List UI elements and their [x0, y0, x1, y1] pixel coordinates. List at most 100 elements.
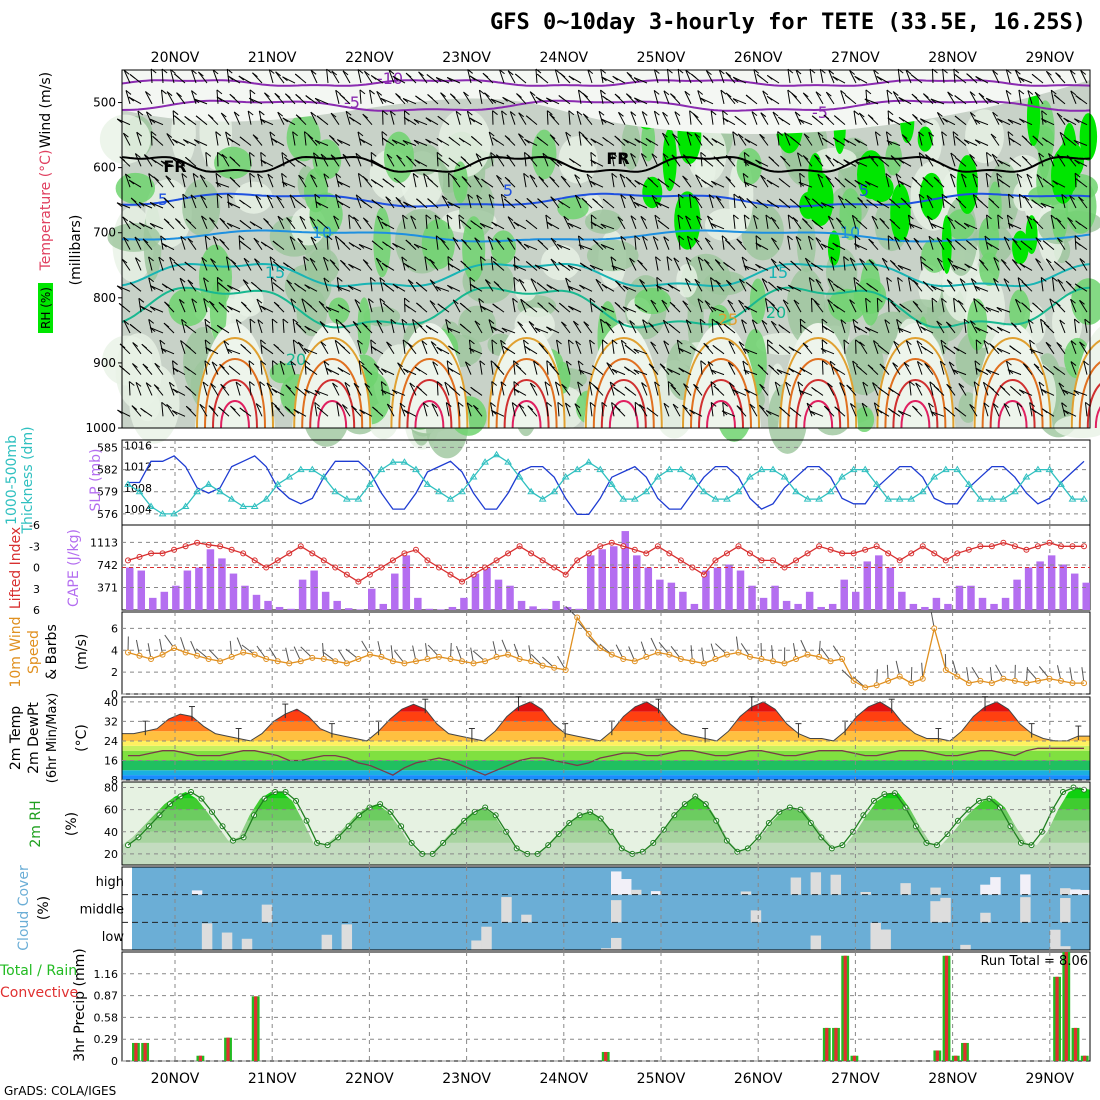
wind-barb	[865, 89, 872, 95]
rh-cell	[115, 172, 156, 204]
wind-barb	[149, 306, 164, 313]
wind-barb	[395, 196, 402, 202]
wind-barb	[727, 362, 736, 375]
wind-barb	[577, 381, 582, 396]
cape-bar	[1059, 564, 1067, 610]
wind-barb	[874, 131, 879, 146]
contour-line	[981, 358, 1044, 429]
wind-barb	[724, 239, 731, 245]
wind-barb	[253, 237, 263, 250]
wind-barb	[354, 299, 362, 313]
wind-barb	[633, 369, 648, 376]
wind-barb	[304, 325, 311, 331]
wind-barb	[480, 305, 494, 313]
wind-barb	[741, 319, 747, 334]
rh-cell	[135, 391, 161, 422]
wind-barb	[761, 320, 769, 334]
wind-barb	[501, 110, 507, 116]
wind-barb	[323, 361, 329, 375]
wind-barb	[1074, 173, 1077, 188]
cape-bar	[575, 608, 583, 610]
wind-barb	[974, 285, 989, 292]
wind-barb	[864, 326, 871, 332]
contour-line	[787, 358, 850, 429]
date-label-bottom: 25NOV	[637, 1071, 686, 1087]
wind-barb	[941, 131, 947, 137]
date-label-bottom: 24NOV	[539, 1071, 588, 1087]
wind-barb	[797, 381, 802, 396]
wind-barb	[369, 89, 375, 95]
wind-barb	[440, 92, 446, 98]
tick-label: 800	[93, 291, 116, 305]
wind-barb	[204, 339, 208, 354]
wind-barb	[986, 152, 989, 167]
wind-axis-label: & Barbs	[44, 624, 60, 680]
wind-barb	[243, 258, 252, 271]
wind-barb	[634, 180, 641, 185]
wind-barb	[630, 153, 637, 167]
wind-barb	[415, 95, 421, 101]
wind-barb	[166, 91, 175, 105]
wind-barb	[970, 111, 976, 117]
wind-barb	[663, 319, 669, 325]
wind-barb	[663, 90, 670, 96]
wind-barb	[613, 386, 619, 392]
wind-barb	[972, 173, 979, 179]
wind-barb	[577, 381, 583, 387]
wind-barb	[459, 302, 466, 308]
convective-bar	[954, 1055, 958, 1061]
wind-barb	[827, 382, 833, 388]
wind-barb	[1026, 215, 1033, 230]
date-label-top: 22NOV	[345, 50, 394, 66]
wind-barb	[732, 131, 736, 146]
wind-barb	[272, 360, 278, 366]
wind-barb	[1062, 389, 1069, 395]
cloud-cell	[790, 877, 802, 895]
wind-barb	[297, 237, 304, 243]
wind-barb	[843, 159, 849, 165]
wind-barb	[161, 242, 167, 248]
wind-barb	[574, 174, 580, 180]
contour-line	[293, 337, 372, 429]
tick-label: 1113	[90, 536, 118, 549]
wind-barb	[275, 71, 285, 84]
wind-barb	[671, 133, 681, 146]
wind-barb	[725, 176, 732, 182]
convective-bar	[604, 1051, 608, 1061]
tick-label: 24	[104, 735, 118, 748]
wind-barb	[897, 327, 904, 333]
wind-barb	[972, 194, 979, 199]
wind-barb	[683, 383, 692, 396]
wind-barb	[770, 258, 777, 264]
wind-barb	[289, 194, 296, 200]
date-label-top: 25NOV	[637, 50, 686, 66]
wind-barb	[123, 237, 131, 250]
wind-barb	[518, 403, 525, 409]
wind-barb	[737, 133, 747, 146]
wind-barb	[876, 200, 883, 206]
wind-barb	[335, 194, 340, 209]
wind-barb	[418, 71, 424, 77]
wind-barb	[942, 69, 945, 84]
wind-barb	[751, 319, 758, 325]
wind-barb	[954, 95, 961, 100]
wind-barb	[876, 298, 879, 313]
wind-barb	[693, 383, 699, 389]
wind-barb	[491, 221, 498, 227]
wind-barb	[686, 235, 692, 250]
wind-barb	[500, 340, 505, 354]
wind-barb	[641, 153, 647, 158]
wind-barb	[166, 133, 175, 146]
cloud-row-label: low	[102, 930, 125, 945]
wind-barb	[581, 197, 588, 203]
wind-barb	[323, 173, 330, 179]
wind-barb	[907, 214, 912, 229]
wind-barb	[172, 388, 178, 394]
wind-barb	[940, 340, 945, 354]
wind-barb	[760, 112, 769, 125]
wind-barb	[1021, 281, 1028, 287]
wind-barb	[353, 383, 362, 396]
wind-barb	[959, 278, 967, 292]
wind-barb	[1010, 385, 1016, 391]
wind-barb	[172, 367, 179, 373]
